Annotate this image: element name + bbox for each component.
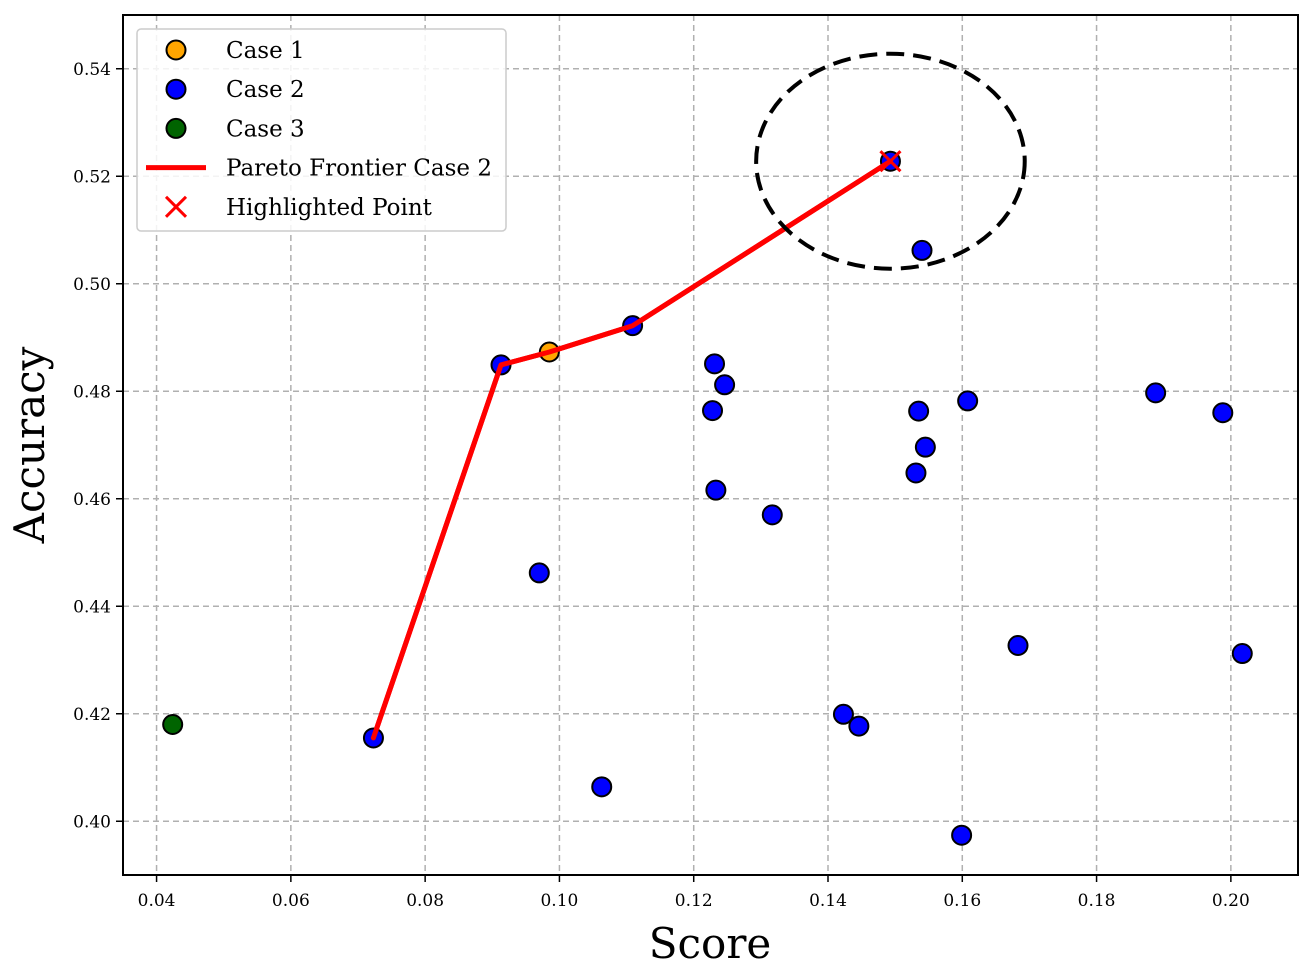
- point-case-2: [1212, 402, 1234, 424]
- point-case-2: [1145, 382, 1167, 404]
- point-case-2: [1007, 634, 1029, 656]
- point-case-2: [911, 239, 933, 261]
- point-case-2: [957, 390, 979, 412]
- legend-label: Pareto Frontier Case 2: [226, 156, 492, 182]
- point-case-2: [908, 400, 930, 422]
- legend-marker: [165, 39, 187, 61]
- point-case-2: [591, 776, 613, 798]
- y-tick-label: 0.52: [73, 167, 111, 187]
- point-case-3: [162, 714, 184, 735]
- point-case-2: [1231, 643, 1253, 665]
- plot-frame: [122, 14, 1299, 876]
- legend-item-pareto-frontier-case-2: Pareto Frontier Case 2: [146, 156, 492, 182]
- x-tick-label: 0.06: [272, 891, 310, 911]
- legend-item-case-1: Case 1: [165, 38, 305, 64]
- x-tick-label: 0.12: [675, 891, 713, 911]
- x-tick-label: 0.10: [540, 891, 578, 911]
- data-points: [162, 150, 1253, 846]
- point-case-2: [714, 374, 736, 396]
- point-case-2: [914, 436, 936, 458]
- point-case-2: [705, 479, 727, 501]
- x-tick-label: 0.16: [943, 891, 981, 911]
- x-tick-label: 0.18: [1078, 891, 1116, 911]
- x-tick-label: 0.04: [138, 891, 176, 911]
- point-case-2: [832, 703, 854, 725]
- point-case-2: [905, 462, 927, 484]
- line-pareto-frontier-case-2-overlay: [370, 158, 893, 741]
- x-tick-label: 0.20: [1212, 891, 1250, 911]
- legend-marker: [165, 78, 187, 100]
- legend-marker: [165, 117, 187, 139]
- point-case-2: [848, 715, 870, 737]
- point-case-2: [704, 353, 726, 375]
- point-case-2: [528, 562, 550, 584]
- y-axis-label: Accuracy: [5, 346, 54, 544]
- legend-box: [136, 28, 507, 232]
- legend-x-marker: [164, 195, 188, 218]
- annotations: [754, 51, 1027, 271]
- y-tick-label: 0.48: [73, 382, 111, 402]
- legend: Case 1 Case 2 Case 3 Pareto Frontier Case 2…: [136, 28, 507, 232]
- legend-item-case-2: Case 2: [165, 77, 305, 103]
- legend-label: Case 3: [226, 116, 305, 142]
- axis-ticks: 0.04 0.06 0.08 0.10 0.12 0.14 0.16 0.18 0.20 0.40…: [73, 60, 1250, 911]
- x-tick-label: 0.14: [809, 891, 847, 911]
- legend-item-case-3: Case 3: [165, 116, 305, 142]
- y-tick-label: 0.46: [73, 490, 111, 510]
- legend-label: Case 2: [226, 77, 305, 103]
- point-case-2: [702, 400, 724, 422]
- y-tick-label: 0.44: [73, 597, 111, 617]
- point-case-2: [761, 504, 783, 526]
- y-tick-label: 0.50: [73, 275, 111, 295]
- highlight-x-marker: [879, 150, 902, 173]
- y-tick-label: 0.54: [73, 60, 111, 80]
- legend-label: Case 1: [226, 38, 305, 64]
- x-axis-label: Score: [649, 919, 772, 968]
- legend-item-highlighted-point: Highlighted Point: [164, 195, 433, 221]
- x-marker-stroke: [879, 150, 902, 173]
- highlight-ellipse: [754, 51, 1027, 271]
- legend-label: Highlighted Point: [226, 195, 433, 221]
- y-tick-label: 0.40: [73, 812, 111, 832]
- y-tick-label: 0.42: [73, 705, 111, 725]
- x-tick-label: 0.08: [406, 891, 444, 911]
- point-case-2: [951, 824, 973, 846]
